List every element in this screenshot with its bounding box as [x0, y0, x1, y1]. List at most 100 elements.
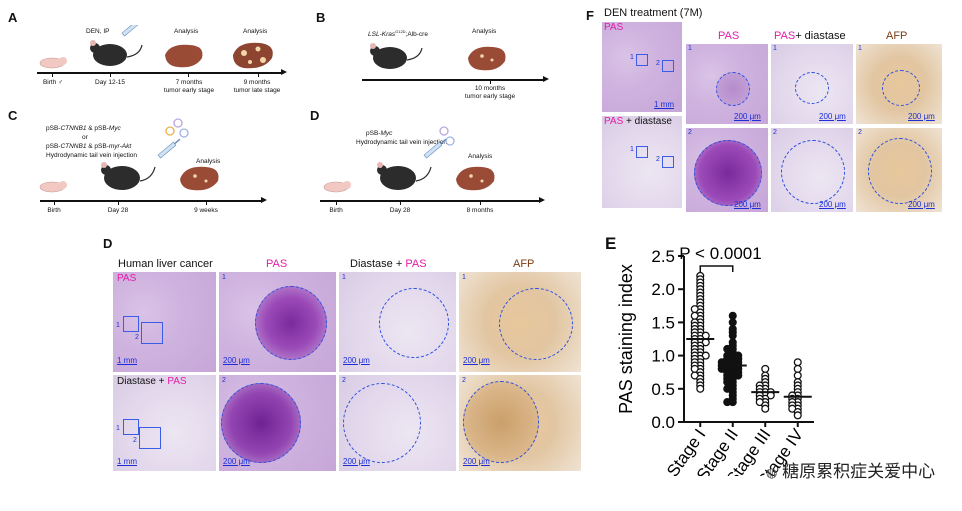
panel-b-model: LSL-KrasG12D;Alb-cre — [368, 29, 428, 39]
panel-d-col-pas: PAS — [266, 258, 288, 270]
panel-a-time-birth: Birth ♂ — [42, 79, 64, 86]
panel-d-analysis: Analysis — [468, 153, 493, 160]
data-point — [696, 384, 705, 393]
data-point — [761, 364, 770, 373]
panel-b-analysis: Analysis — [472, 28, 497, 35]
panel-b-time: 10 months tumor early stage — [464, 85, 516, 100]
panel-d-title: Human liver cancer — [118, 258, 213, 270]
panel-d-constructs: pSB-Myc Hydrodynamic tail vein injection — [356, 130, 448, 146]
panel-a-timeline — [37, 69, 287, 75]
syringe-icon — [121, 25, 141, 37]
panel-b-label: B — [316, 10, 326, 25]
human-overview-pas-image: PAS 1 2 1 mm — [113, 272, 216, 372]
human-afp-zoom-image: 1 200 μm — [459, 272, 581, 372]
panel-c-time-weeks: 9 weeks — [194, 207, 218, 214]
panel-f-col-pas: PAS — [718, 30, 740, 42]
adult-mouse-icon — [104, 166, 140, 190]
mouse-overview-diastase-image: PAS + diastase 1 2 — [602, 116, 682, 208]
panel-a-treatment: DEN, IP — [86, 28, 110, 35]
plasmid-icon — [165, 118, 189, 138]
panel-f-col-diastase: PAS+ diastase — [774, 30, 846, 42]
y-tick-label: 1.0 — [651, 347, 675, 366]
panel-a-analysis-2: Analysis — [243, 28, 268, 35]
y-axis-label: PAS staining index — [618, 264, 636, 414]
panel-c-analysis: Analysis — [196, 158, 221, 165]
plasmid-icon — [439, 126, 455, 146]
liver-icon — [180, 166, 219, 191]
adult-mouse-icon — [373, 47, 407, 69]
liver-icon — [456, 166, 495, 191]
panel-f-label: F — [586, 8, 594, 23]
y-tick-label: 0.5 — [651, 380, 675, 399]
y-tick-label: 2.0 — [651, 280, 675, 299]
wechat-icon: ◍ — [766, 465, 778, 480]
panel-d-timeline-label: D — [310, 108, 320, 123]
panel-c-time-birth: Birth — [47, 207, 61, 214]
data-point — [793, 371, 802, 380]
roi-box-1 — [123, 316, 139, 332]
human-overview-diastase-image: Diastase + PAS 1 2 1 mm — [113, 375, 216, 471]
data-point — [793, 411, 802, 420]
panel-d-col-diastase: Diastase + PAS — [350, 258, 427, 270]
mouse-afp-zoom-image-2: 2 200 μm — [856, 128, 942, 212]
mouse-pas-zoom-image: 1 200 μm — [686, 44, 768, 124]
row-label-pas: PAS — [117, 273, 137, 284]
panel-f-col-afp: AFP — [886, 30, 908, 42]
data-point — [723, 398, 732, 407]
mouse-overview-pas-image: PAS 1 2 1 mm — [602, 22, 682, 112]
panel-b-illustrations — [370, 43, 506, 71]
panel-a-time-7m: 7 months tumor early stage — [163, 79, 215, 94]
watermark: ◍ 糖原累积症关爱中心 — [766, 462, 936, 481]
panel-c-constructs: pSB-CTNNB1 & pSB-Myc or pSB-CTNNB1 & pSB… — [46, 125, 138, 159]
panel-d-col-afp: AFP — [513, 258, 535, 270]
y-tick-label: 0.0 — [651, 413, 675, 432]
panel-a-label: A — [8, 10, 18, 25]
data-point — [728, 311, 737, 320]
panel-a-analysis-1: Analysis — [174, 28, 199, 35]
data-point — [793, 358, 802, 367]
mouse-afp-zoom-image: 1 200 μm — [856, 44, 942, 124]
panel-a-illustrations — [39, 25, 273, 69]
mouse-diastase-zoom-image: 1 200 μm — [771, 44, 853, 124]
panel-d-illustrations — [323, 126, 495, 193]
panel-d-time-birth: Birth — [329, 207, 343, 214]
human-pas-zoom-image: 1 200 μm — [219, 272, 336, 372]
syringe-icon — [157, 138, 181, 159]
scale-bar-200um: 200 μm — [223, 356, 250, 365]
y-tick-label: 1.5 — [651, 313, 675, 332]
p-value-label: P < 0.0001 — [679, 244, 761, 263]
roi-box-2 — [141, 322, 163, 344]
data-point — [793, 364, 802, 373]
data-point — [761, 404, 770, 413]
human-afp-zoom-image-2: 2 200 μm — [459, 375, 581, 471]
panel-f-title: DEN treatment (7M) — [604, 7, 703, 19]
adult-mouse-icon — [380, 166, 416, 190]
data-point — [728, 331, 737, 340]
liver-icon — [165, 44, 203, 68]
panel-a-time-day: Day 12-15 — [95, 79, 125, 86]
liver-icon — [468, 46, 506, 71]
panel-e-label: E — [605, 234, 617, 253]
human-pas-zoom-image-2: 2 200 μm — [219, 375, 336, 471]
human-diastase-zoom-image: 1 200 μm — [339, 272, 456, 372]
syringe-icon — [423, 138, 447, 159]
panel-a-time-9m: 9 months tumor late stage — [233, 79, 281, 94]
data-point — [728, 318, 737, 327]
scale-bar-1mm: 1 mm — [117, 356, 137, 365]
panel-c-time-day: Day 28 — [107, 207, 129, 214]
adult-mouse-icon — [93, 44, 127, 66]
row-label-diastase: Diastase + PAS — [117, 376, 187, 387]
significance-bracket — [699, 265, 734, 272]
human-diastase-zoom-image-2: 2 200 μm — [339, 375, 456, 471]
y-tick-label: 2.5 — [651, 247, 675, 266]
panel-d-time-day: Day 28 — [389, 207, 411, 214]
panel-d-hist-label: D — [103, 236, 113, 251]
panel-c-illustrations — [39, 118, 219, 193]
mouse-pas-zoom-image-2: 2 200 μm — [686, 128, 768, 212]
mouse-diastase-zoom-image-2: 2 200 μm — [771, 128, 853, 212]
panel-b-timeline — [362, 76, 549, 82]
liver-tumor-icon — [233, 42, 273, 69]
panel-d-timeline — [320, 197, 545, 203]
panel-c-timeline — [40, 197, 267, 203]
